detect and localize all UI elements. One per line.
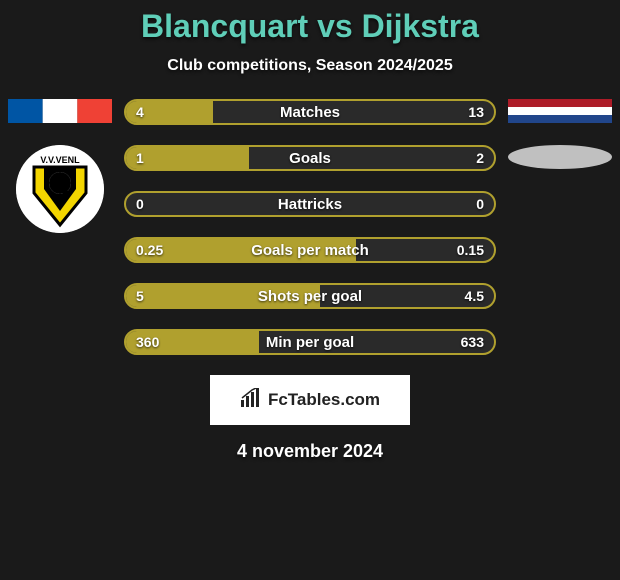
stat-value-right: 4.5	[455, 285, 494, 307]
club-badge-left: V.V.VENL	[16, 145, 104, 233]
stat-value-right: 13	[458, 101, 494, 123]
flag-left	[8, 99, 112, 123]
stat-bar: 0.25Goals per match0.15	[124, 237, 496, 263]
svg-text:V.V.VENL: V.V.VENL	[40, 155, 80, 165]
stat-label: Shots per goal	[126, 285, 494, 307]
stat-label: Matches	[126, 101, 494, 123]
stat-bar: 5Shots per goal4.5	[124, 283, 496, 309]
stat-label: Hattricks	[126, 193, 494, 215]
stat-bar: 1Goals2	[124, 145, 496, 171]
stat-bar: 0Hattricks0	[124, 191, 496, 217]
stat-bar: 360Min per goal633	[124, 329, 496, 355]
title-player1: Blancquart	[141, 8, 308, 44]
title-vs: vs	[317, 8, 353, 44]
club-badge-right	[508, 145, 612, 169]
stat-value-right: 2	[466, 147, 494, 169]
stat-bar: 4Matches13	[124, 99, 496, 125]
chart-icon	[240, 388, 262, 413]
stat-value-right: 633	[451, 331, 494, 353]
subtitle: Club competitions, Season 2024/2025	[0, 57, 620, 75]
flag-right	[508, 99, 612, 123]
stat-label: Goals	[126, 147, 494, 169]
brand-box: FcTables.com	[210, 375, 410, 425]
comparison-panel: V.V.VENL 4Matches13 1Goals2 0Hattricks0 0.2…	[0, 99, 620, 355]
page-title: Blancquart vs Dijkstra	[0, 0, 620, 45]
stat-value-right: 0	[466, 193, 494, 215]
brand-text: FcTables.com	[268, 390, 380, 410]
stat-label: Goals per match	[126, 239, 494, 261]
stat-label: Min per goal	[126, 331, 494, 353]
date-text: 4 november 2024	[0, 441, 620, 462]
left-side: V.V.VENL	[4, 99, 116, 355]
stat-bars: 4Matches13 1Goals2 0Hattricks0 0.25Goals pe…	[124, 99, 496, 355]
stat-value-right: 0.15	[447, 239, 494, 261]
title-player2: Dijkstra	[362, 8, 479, 44]
right-side	[504, 99, 616, 355]
